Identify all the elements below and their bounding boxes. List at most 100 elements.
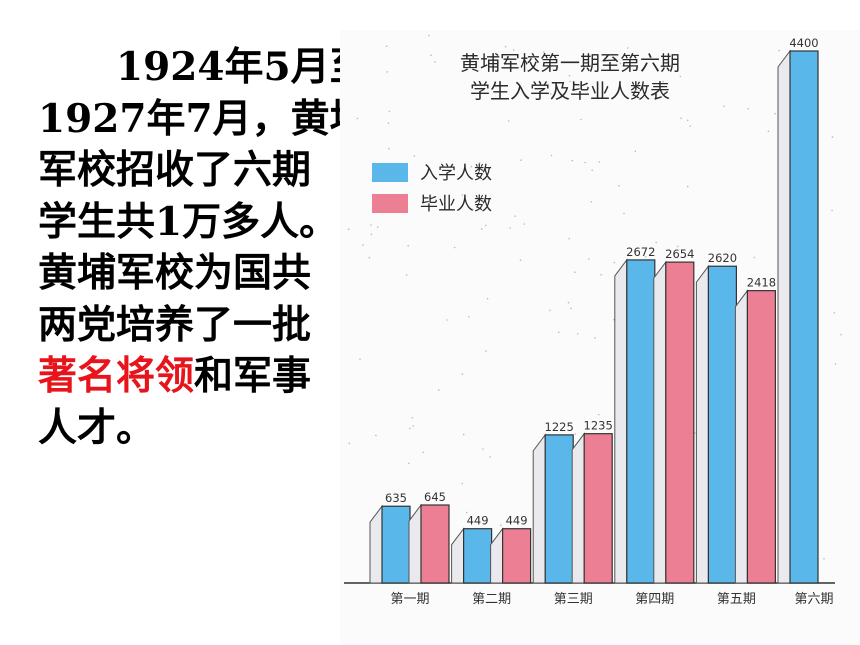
speckle-dot: [723, 105, 725, 107]
speckle-dot: [550, 154, 553, 157]
speckle-dot: [500, 524, 502, 526]
speckle-dot: [461, 194, 464, 196]
bar-enrolled-3: [544, 434, 574, 584]
speckle-dot: [627, 47, 629, 49]
value-label-graduated-5: 2418: [747, 276, 776, 290]
speckle-dot: [574, 433, 576, 435]
speckle-dot: [439, 198, 441, 200]
speckle-dot: [680, 117, 682, 119]
speckle-dot: [686, 185, 689, 188]
speckle-dot: [468, 316, 470, 318]
speckle-dot: [823, 557, 825, 560]
speckle-dot: [588, 258, 590, 260]
speckle-dot: [591, 169, 593, 172]
speckle-dot: [408, 462, 410, 465]
speckle-dot: [388, 110, 391, 113]
speckle-dot: [568, 74, 571, 77]
legend-swatch-2: [372, 194, 408, 213]
speckle-dot: [359, 358, 361, 361]
speckle-dot: [600, 274, 602, 276]
speckle-dot: [619, 62, 622, 65]
speckle-dot: [386, 71, 389, 73]
speckle-dot: [370, 233, 373, 236]
value-label-enrolled-5: 2620: [708, 251, 737, 265]
speckle-dot: [470, 165, 473, 168]
highlight-famous-generals: 著名将领: [38, 353, 195, 399]
speckle-dot: [594, 337, 596, 339]
speckle-dot: [618, 184, 620, 187]
bar-graduated-4-side: [653, 260, 667, 584]
value-label-enrolled-3: 1225: [545, 420, 574, 434]
speckle-dot: [375, 434, 377, 437]
bar-enrolled-6: [789, 50, 819, 584]
speckle-dot: [482, 448, 484, 450]
speckle-dot: [651, 251, 654, 253]
speckle-dot: [412, 425, 415, 427]
speckle-dot: [453, 246, 456, 249]
speckle-dot: [520, 159, 522, 161]
speckle-dot: [644, 256, 647, 258]
x-tick-label-3: 第三期: [554, 592, 593, 607]
bar-graduated-4: [665, 261, 695, 584]
speckle-dot: [549, 93, 552, 95]
x-tick-label-6: 第六期: [794, 592, 833, 607]
x-tick-label-2: 第二期: [472, 592, 511, 607]
speckle-dot: [504, 45, 507, 48]
speckle-dot: [596, 62, 598, 64]
speckle-dot: [509, 227, 511, 229]
speckle-dot: [834, 363, 837, 365]
speckle-dot: [411, 417, 414, 419]
bar-graduated-2-side: [490, 527, 504, 584]
speckle-dot: [486, 297, 489, 300]
speckle-dot: [385, 45, 388, 48]
value-label-graduated-1: 645: [424, 490, 446, 504]
speckle-dot: [370, 224, 372, 226]
speckle-dot: [512, 49, 515, 51]
speckle-dot: [462, 433, 465, 436]
speckle-dot: [655, 241, 657, 244]
x-tick-label-1: 第一期: [390, 592, 429, 607]
bar-enrolled-5: [707, 265, 737, 584]
text-line-7-rest: 和军事: [194, 353, 312, 399]
text-line-4: 学生共1万多人。: [38, 198, 339, 245]
value-label-graduated-3: 1235: [584, 419, 613, 433]
speckle-dot: [623, 212, 625, 215]
bar-enrolled-4-side: [614, 258, 628, 584]
x-tick-label-4: 第四期: [635, 592, 674, 607]
text-line-1: 1924年5月至: [116, 44, 369, 90]
speckle-dot: [485, 224, 487, 227]
speckle-dot: [567, 301, 570, 304]
speckle-dot: [405, 274, 408, 276]
speckle-dot: [465, 511, 468, 514]
speckle-dot: [634, 150, 637, 153]
bar-enrolled-2: [462, 528, 493, 584]
speckle-dot: [571, 159, 574, 162]
speckle-dot: [422, 451, 425, 454]
speckle-dot: [767, 130, 770, 133]
speckle-dot: [514, 215, 516, 217]
speckle-dot: [348, 442, 351, 445]
speckle-dot: [676, 245, 679, 248]
speckle-dot: [590, 201, 593, 203]
speckle-dot: [662, 80, 664, 83]
text-line-5: 黄埔军校为国共: [38, 250, 312, 296]
speckle-dot: [778, 49, 780, 52]
bar-enrolled-3-side: [532, 433, 546, 584]
chart-panel: 黄埔军校第一期至第六期 学生入学及毕业人数表 入学人数 毕业人数 635 645 第一期 44…: [340, 30, 860, 645]
text-line-8: 人才。: [38, 404, 156, 451]
speckle-dot: [413, 155, 416, 157]
speckle-dot: [574, 271, 576, 273]
bar-enrolled-1-side: [369, 504, 383, 584]
value-label-graduated-2: 449: [506, 514, 528, 528]
description-text: 1924年5月至 1927年7月，黄埔 军校招收了六期 学生共1万多人。 黄埔军…: [38, 42, 369, 454]
speckle-dot: [576, 333, 579, 335]
bar-graduated-3-side: [571, 432, 585, 584]
speckle-dot: [598, 413, 600, 416]
speckle-dot: [694, 432, 696, 434]
value-label-enrolled-6: 4400: [789, 36, 818, 50]
legend-label-2: 毕业人数: [420, 194, 492, 215]
speckle-dot: [649, 247, 652, 250]
speckle-dot: [489, 456, 491, 458]
speckle-dot: [568, 237, 570, 240]
